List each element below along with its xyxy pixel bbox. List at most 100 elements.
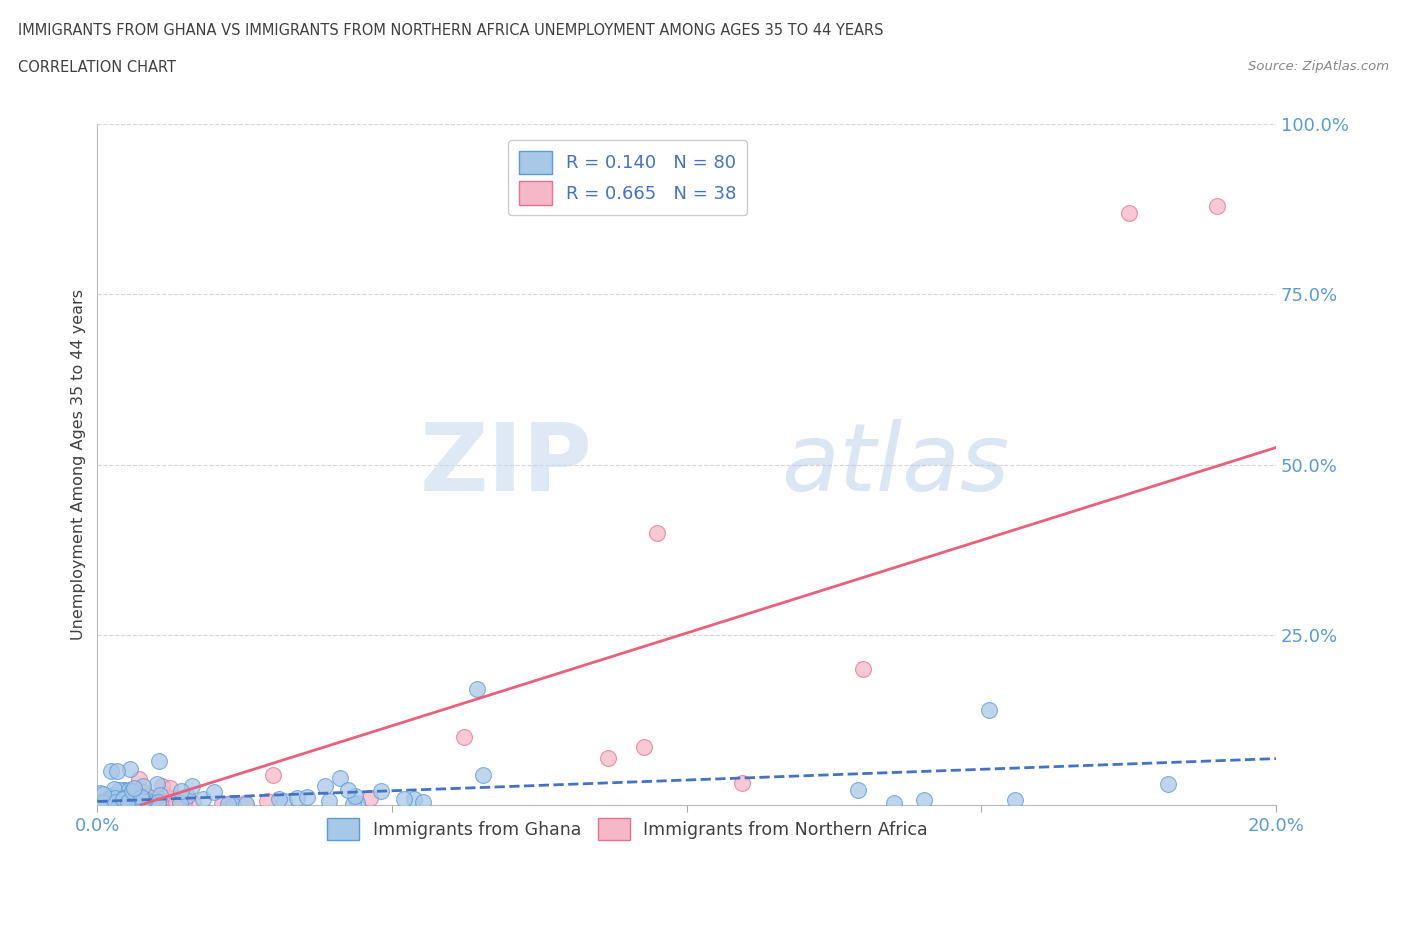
Point: [98, 790, 121, 805]
Point: [146, 796, 169, 811]
Point: [169, 794, 191, 809]
Point: [170, 783, 193, 798]
Point: [852, 661, 875, 676]
Point: [104, 794, 127, 809]
Point: [122, 794, 145, 809]
Point: [222, 797, 245, 812]
Point: [129, 790, 152, 804]
Point: [273, 794, 295, 809]
Point: [633, 739, 655, 754]
Text: ZIP: ZIP: [419, 418, 592, 511]
Point: [117, 795, 139, 810]
Point: [118, 783, 141, 798]
Point: [977, 702, 1000, 717]
Point: [107, 793, 129, 808]
Point: [103, 788, 125, 803]
Point: [100, 764, 122, 778]
Point: [370, 784, 392, 799]
Point: [136, 789, 159, 804]
Point: [121, 784, 143, 799]
Point: [107, 782, 129, 797]
Point: [467, 682, 489, 697]
Point: [233, 796, 256, 811]
Point: [846, 782, 869, 797]
Point: [191, 791, 214, 806]
Point: [105, 788, 128, 803]
Text: Source: ZipAtlas.com: Source: ZipAtlas.com: [1249, 60, 1389, 73]
Point: [344, 789, 367, 804]
Y-axis label: Unemployment Among Ages 35 to 44 years: Unemployment Among Ages 35 to 44 years: [72, 289, 86, 640]
Point: [112, 796, 135, 811]
Point: [1118, 206, 1140, 220]
Point: [128, 795, 150, 810]
Point: [111, 791, 134, 806]
Point: [394, 791, 416, 806]
Point: [285, 790, 308, 805]
Text: CORRELATION CHART: CORRELATION CHART: [18, 60, 176, 75]
Point: [131, 793, 153, 808]
Point: [159, 780, 181, 795]
Point: [153, 787, 176, 802]
Point: [169, 796, 191, 811]
Point: [219, 795, 242, 810]
Point: [131, 796, 153, 811]
Point: [110, 793, 132, 808]
Point: [183, 795, 205, 810]
Point: [883, 796, 905, 811]
Point: [96, 793, 118, 808]
Point: [138, 796, 160, 811]
Point: [112, 794, 135, 809]
Point: [731, 776, 754, 790]
Point: [176, 789, 198, 804]
Point: [134, 791, 156, 806]
Point: [134, 795, 156, 810]
Point: [101, 789, 124, 804]
Point: [150, 778, 173, 793]
Point: [645, 525, 668, 540]
Point: [1206, 198, 1229, 213]
Legend: Immigrants from Ghana, Immigrants from Northern Africa: Immigrants from Ghana, Immigrants from N…: [321, 811, 935, 847]
Point: [141, 796, 163, 811]
Point: [132, 778, 155, 793]
Point: [337, 782, 360, 797]
Point: [94, 797, 117, 812]
Point: [262, 767, 284, 782]
Point: [89, 793, 111, 808]
Point: [146, 794, 169, 809]
Point: [96, 796, 118, 811]
Point: [295, 790, 318, 804]
Point: [91, 795, 114, 810]
Point: [93, 787, 115, 802]
Point: [1004, 792, 1026, 807]
Point: [91, 794, 114, 809]
Point: [596, 751, 619, 765]
Point: [165, 794, 187, 809]
Point: [149, 788, 172, 803]
Point: [217, 797, 239, 812]
Point: [173, 794, 195, 809]
Point: [235, 797, 257, 812]
Point: [256, 793, 278, 808]
Point: [346, 795, 368, 810]
Point: [114, 782, 136, 797]
Point: [269, 791, 291, 806]
Point: [160, 790, 183, 805]
Point: [115, 794, 138, 809]
Point: [359, 790, 381, 805]
Point: [318, 794, 340, 809]
Point: [117, 794, 139, 809]
Point: [181, 778, 204, 793]
Point: [453, 729, 475, 744]
Point: [141, 797, 163, 812]
Point: [104, 789, 127, 804]
Point: [105, 764, 128, 778]
Point: [104, 793, 127, 808]
Point: [142, 794, 165, 809]
Point: [128, 772, 150, 787]
Point: [104, 796, 127, 811]
Point: [329, 771, 352, 786]
Point: [132, 785, 155, 800]
Point: [112, 794, 135, 809]
Point: [112, 782, 135, 797]
Point: [148, 753, 170, 768]
